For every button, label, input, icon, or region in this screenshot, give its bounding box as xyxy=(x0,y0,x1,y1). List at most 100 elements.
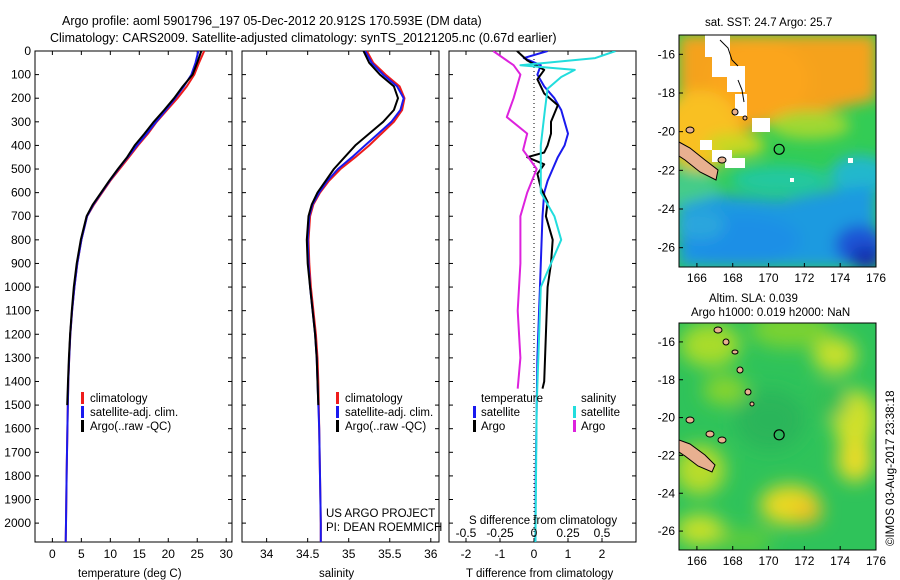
depth-axis: 0 100 200 300 400 500 600 700 800 900 1000 1100 1200… xyxy=(4,44,232,530)
series-line-argo-raw-qc- xyxy=(66,51,203,406)
legend-label-temp-argo: Argo xyxy=(481,421,505,433)
lat-tick-label: -24 xyxy=(658,486,676,500)
legend-swatch-climatology xyxy=(336,392,339,404)
difference-depth-ticks xyxy=(449,50,636,524)
lat-tick-label: -16 xyxy=(658,47,676,61)
lat-tick-label: -26 xyxy=(658,524,676,538)
sla-map-title: Altim. SLA: 0.039 xyxy=(709,293,798,305)
sla-map: Altim. SLA: 0.039 Argo h1000: 0.019 h200… xyxy=(658,293,887,568)
x-tick-label: 0 xyxy=(531,547,538,561)
temperature-legend: climatology satellite-adj. clim. Argo(..… xyxy=(81,392,178,433)
x-tick-label: 30 xyxy=(220,547,234,561)
y-tick-label: 200 xyxy=(11,91,31,105)
salinity-difference-label: S difference from climatology xyxy=(469,515,617,527)
x-tick-label: 34.5 xyxy=(296,547,320,561)
top-tick-label: 0.5 xyxy=(594,526,611,540)
lon-tick-label: 172 xyxy=(794,271,814,285)
y-tick-label: 400 xyxy=(11,138,31,152)
temperature-panel: 0100200300400500600700800900100011001200… xyxy=(4,44,233,580)
y-tick-label: 600 xyxy=(11,186,31,200)
lon-tick-label: 170 xyxy=(759,554,779,568)
header-title: Argo profile: aoml 5901796_197 05-Dec-20… xyxy=(62,14,482,28)
series-line-salinity-argo xyxy=(492,51,538,389)
legend-label-climatology: climatology xyxy=(90,393,148,405)
y-tick-label: 1900 xyxy=(4,493,31,507)
salinity-xlabel: salinity xyxy=(319,568,354,580)
project-credit: US ARGO PROJECT xyxy=(326,508,435,520)
x-tick-label: 5 xyxy=(78,547,85,561)
sst-lat-axis: -16 -18 -20 -22 -24 -26 xyxy=(658,47,683,255)
legend-swatch-satellite xyxy=(81,406,84,418)
salinity-depth-ticks xyxy=(242,50,439,524)
legend-label-argo: Argo(..raw -QC) xyxy=(345,421,426,433)
x-tick-label: 0 xyxy=(49,547,56,561)
legend-swatch-climatology xyxy=(81,392,84,404)
series-line-argo-raw-qc- xyxy=(305,51,399,406)
y-tick-label: 900 xyxy=(11,256,31,270)
sst-map-title: sat. SST: 24.7 Argo: 25.7 xyxy=(705,17,832,29)
difference-panel: -2 -1 0 1 2 S difference from climatology -0… xyxy=(448,50,637,580)
y-tick-label: 500 xyxy=(11,162,31,176)
salinity-series xyxy=(305,51,406,542)
legend-heading-temperature: temperature xyxy=(481,393,543,405)
lat-tick-label: -20 xyxy=(658,125,676,139)
legend-label-temp-satellite: satellite xyxy=(481,407,520,419)
y-tick-label: 700 xyxy=(11,209,31,223)
x-tick-label: 2 xyxy=(599,547,606,561)
lat-tick-label: -22 xyxy=(658,448,676,462)
lat-tick-label: -26 xyxy=(658,241,676,255)
x-tick-label: 20 xyxy=(162,547,176,561)
x-tick-label: 10 xyxy=(104,547,118,561)
salinity-difference-ticks: -0.5 -0.25 0 0.25 0.5 xyxy=(456,526,611,540)
x-tick-label: 15 xyxy=(133,547,147,561)
x-tick-label: 35.5 xyxy=(378,547,402,561)
y-tick-label: 100 xyxy=(11,68,31,82)
sla-map-subtitle: Argo h1000: 0.019 h2000: NaN xyxy=(691,307,850,319)
y-tick-label: 2000 xyxy=(4,516,31,530)
legend-label-climatology: climatology xyxy=(345,393,403,405)
legend-swatch-argo xyxy=(81,420,84,432)
y-tick-label: 1600 xyxy=(4,422,31,436)
temperature-axes-frame xyxy=(34,50,233,543)
lat-tick-label: -24 xyxy=(658,202,676,216)
series-line-temperature-argo xyxy=(516,51,559,389)
legend-swatch-satellite xyxy=(336,406,339,418)
legend-label-sal-satellite: satellite xyxy=(581,407,620,419)
header-subtitle: Climatology: CARS2009. Satellite-adjuste… xyxy=(50,31,557,45)
lat-tick-label: -16 xyxy=(658,335,676,349)
lon-tick-label: 166 xyxy=(687,554,707,568)
float-position-marker xyxy=(773,429,785,441)
lat-tick-label: -18 xyxy=(658,86,676,100)
temperature-xlabel: temperature (deg C) xyxy=(78,568,182,580)
legend-label-satellite: satellite-adj. clim. xyxy=(345,407,433,419)
lon-tick-label: 176 xyxy=(866,554,886,568)
top-tick-label: 0 xyxy=(531,526,538,540)
lon-tick-label: 176 xyxy=(866,271,886,285)
temperature-series xyxy=(64,51,206,542)
lon-tick-label: 166 xyxy=(687,271,707,285)
y-tick-label: 1300 xyxy=(4,351,31,365)
y-tick-label: 300 xyxy=(11,115,31,129)
y-tick-label: 1500 xyxy=(4,398,31,412)
x-tick-label: 34 xyxy=(260,547,274,561)
y-tick-label: 800 xyxy=(11,233,31,247)
y-tick-label: 1800 xyxy=(4,469,31,483)
series-line-climatology xyxy=(307,51,406,542)
difference-axes-frame xyxy=(448,50,637,543)
salinity-x-axis: 34 34.5 35 35.5 36 xyxy=(260,51,438,561)
legend-heading-salinity: salinity xyxy=(581,393,616,405)
difference-series xyxy=(492,51,616,542)
legend-label-satellite: satellite-adj. clim. xyxy=(90,407,178,419)
x-tick-label: 25 xyxy=(191,547,205,561)
x-tick-label: -2 xyxy=(461,547,472,561)
float-position-marker xyxy=(773,143,785,155)
top-tick-label: 0.25 xyxy=(556,526,580,540)
y-tick-label: 1100 xyxy=(5,304,31,318)
series-line-salinity-satellite xyxy=(519,51,616,542)
sst-map: sat. SST: 24.7 Argo: 25.7 xyxy=(658,17,887,285)
series-line-temperature-satellite xyxy=(522,51,569,542)
sla-lat-axis: -16 -18 -20 -22 -24 -26 xyxy=(658,335,683,538)
x-tick-label: 36 xyxy=(424,547,438,561)
difference-x-axis: -2 -1 0 1 2 xyxy=(461,51,606,561)
sst-lon-axis: 166 168 170 172 174 176 xyxy=(687,263,886,285)
